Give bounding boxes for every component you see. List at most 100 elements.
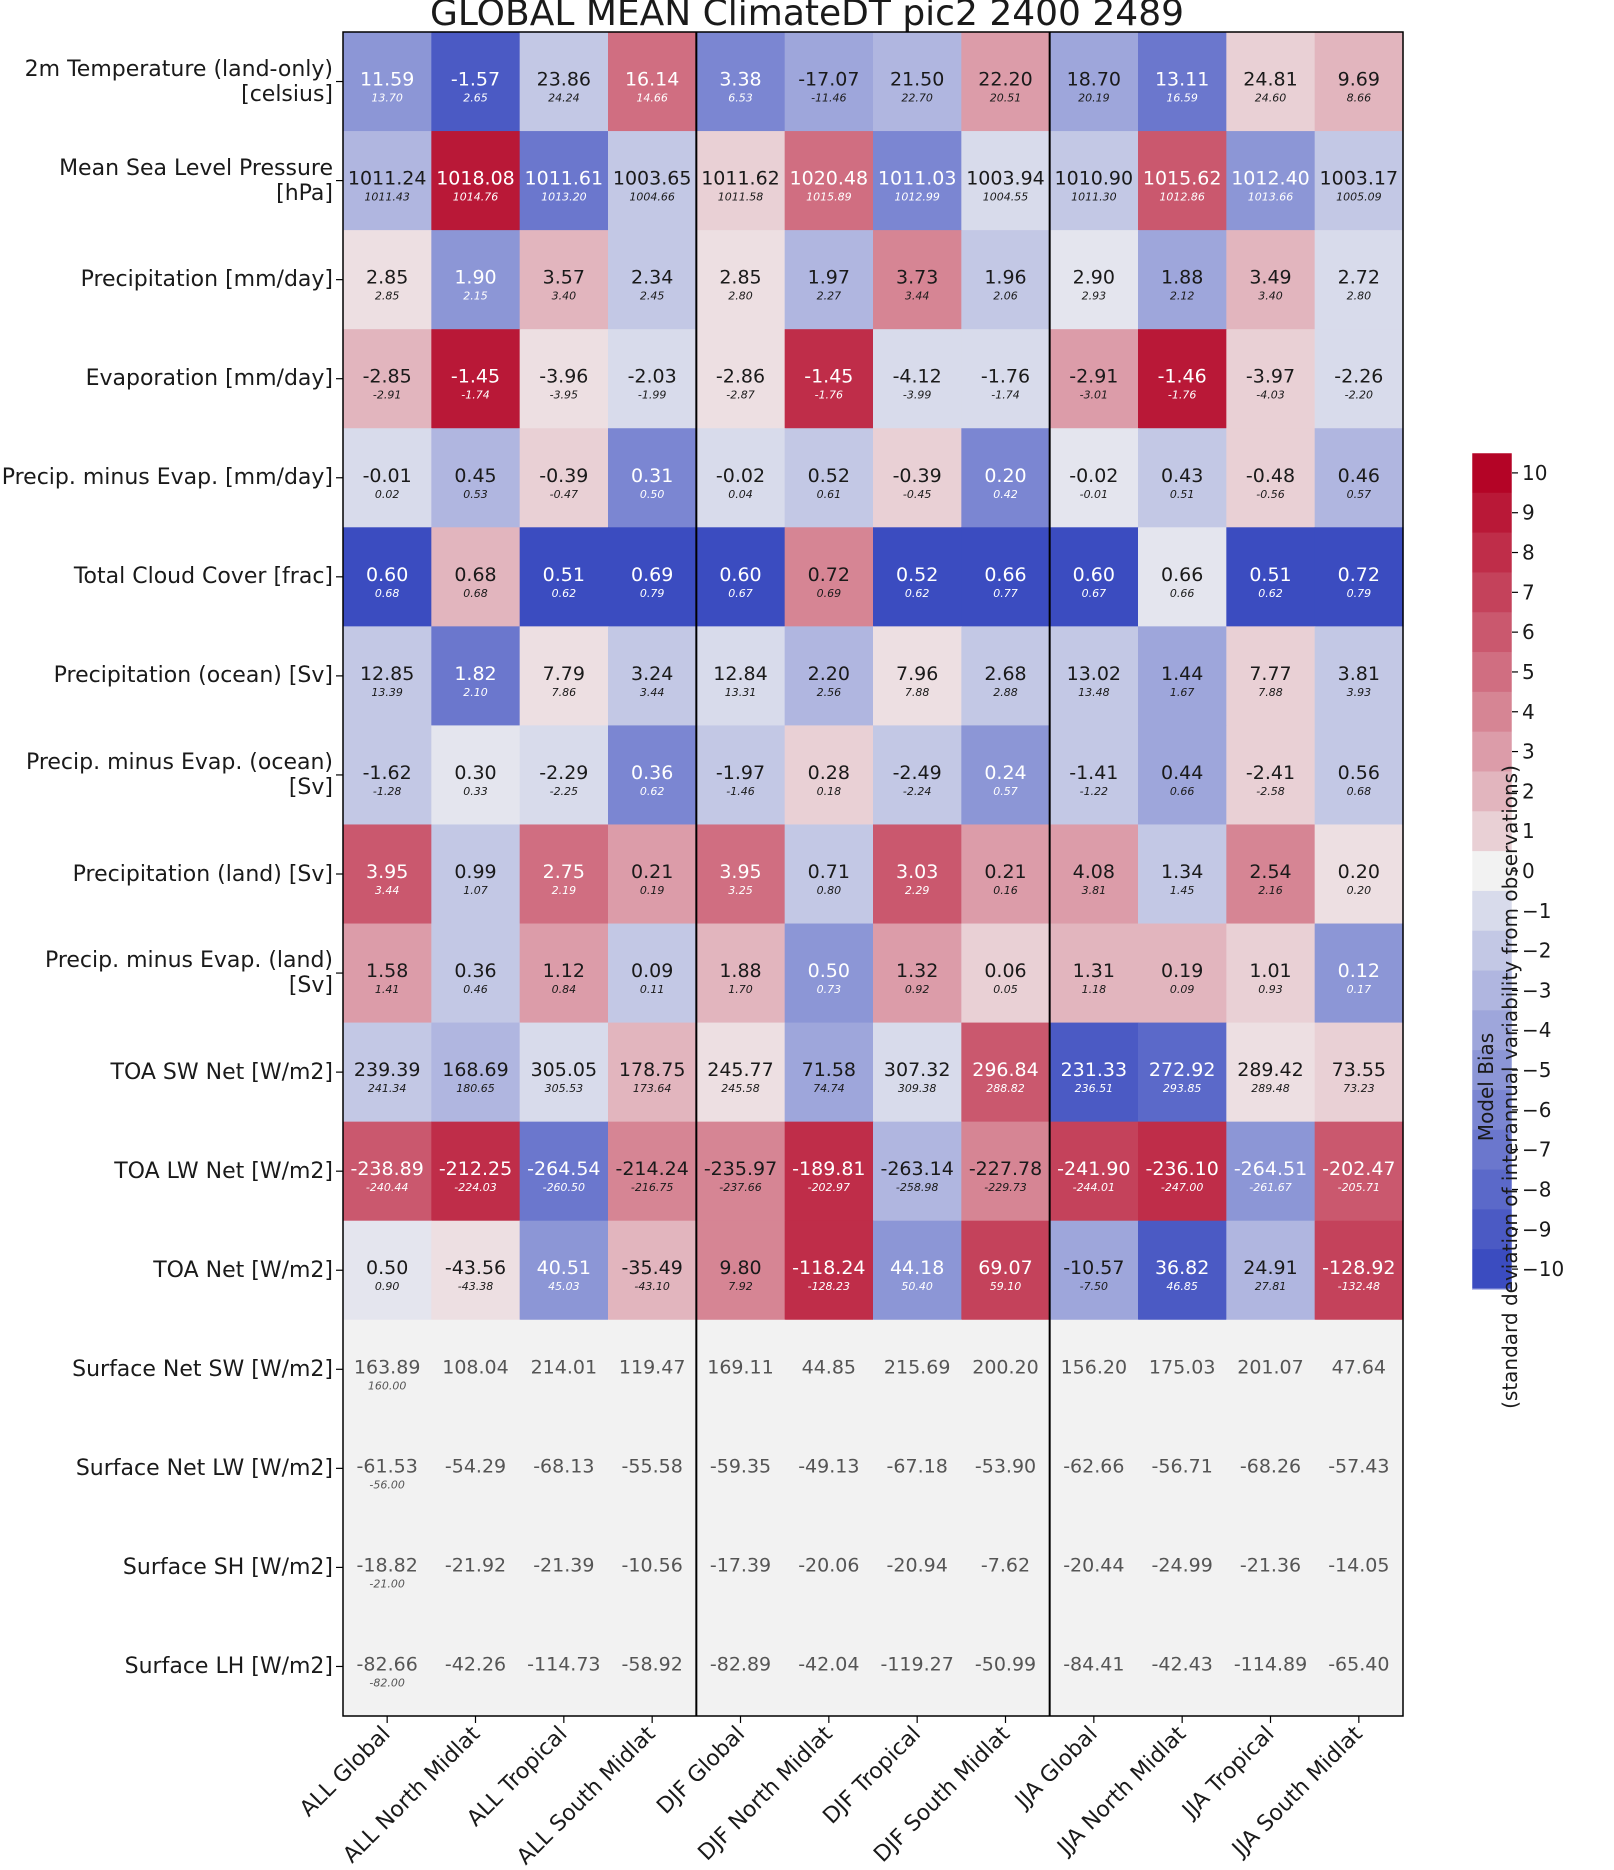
heatmap-cell (784, 1616, 874, 1717)
row-label-line: Precipitation [mm/day] (80, 267, 333, 293)
heatmap-cell (343, 1121, 432, 1222)
cell-value: -236.10 (1145, 1158, 1218, 1180)
heatmap-cell (1138, 329, 1227, 429)
cell-obs-value: 7.92 (728, 1280, 753, 1293)
heatmap-cell (1226, 626, 1316, 727)
cell-value: -17.39 (710, 1554, 771, 1576)
heatmap-cell (1314, 32, 1404, 132)
heatmap-cell (519, 329, 609, 429)
cell-obs-value: 309.38 (898, 1082, 937, 1095)
cell-value: 0.68 (454, 564, 496, 586)
heatmap-cell (431, 626, 521, 727)
heatmap-cell (431, 32, 521, 132)
cell-obs-value: 1.18 (1082, 983, 1107, 996)
heatmap-cell (1138, 428, 1227, 528)
heatmap-cell (873, 527, 962, 627)
cell-value: 1011.03 (878, 168, 957, 190)
heatmap-cell (1226, 1319, 1316, 1420)
cell-value: 4.08 (1073, 861, 1115, 883)
cell-value: 24.81 (1243, 69, 1297, 91)
cell-value: 0.21 (984, 861, 1026, 883)
cell-value: 3.95 (366, 861, 408, 883)
heatmap-cell (1138, 725, 1227, 826)
cell-value: 0.72 (808, 564, 850, 586)
cell-value: 0.36 (454, 960, 496, 982)
cell-obs-value: 20.19 (1078, 92, 1110, 105)
row-label: Evaporation [mm/day] (0, 366, 333, 391)
heatmap-cell (608, 1418, 697, 1519)
cell-value: -264.51 (1234, 1158, 1307, 1180)
cell-value: -2.91 (1069, 366, 1118, 388)
cell-value: 73.55 (1332, 1059, 1386, 1081)
heatmap-cell (784, 1022, 874, 1123)
row-label: Surface SH [W/m2] (0, 1555, 333, 1580)
cell-obs-value: -128.23 (808, 1280, 850, 1293)
colorbar-tick-label: −10 (1522, 1257, 1564, 1281)
heatmap-cell (431, 131, 521, 231)
cell-obs-value: 0.62 (1258, 587, 1283, 600)
heatmap-cell (343, 725, 432, 826)
cell-obs-value: 0.09 (1170, 983, 1195, 996)
row-label-line: Precip. minus Evap. (ocean) (25, 749, 333, 775)
cell-value: -50.99 (975, 1653, 1036, 1675)
heatmap-cell (873, 131, 962, 231)
row-label: Surface Net SW [W/m2] (0, 1357, 333, 1382)
cell-obs-value: 289.48 (1251, 1082, 1290, 1095)
cell-value: 231.33 (1061, 1059, 1127, 1081)
cell-obs-value: -229.73 (984, 1181, 1026, 1194)
cell-value: 3.73 (896, 267, 938, 289)
heatmap-cell (961, 1022, 1051, 1123)
cell-obs-value: 2.45 (640, 290, 665, 303)
heatmap-cell (696, 725, 786, 826)
heatmap-cell (1314, 824, 1404, 925)
heatmap-cell (873, 1517, 962, 1618)
cell-value: -0.01 (363, 465, 412, 487)
colorbar-segment (1472, 1169, 1512, 1210)
cell-obs-value: 1011.43 (364, 191, 410, 204)
cell-obs-value: 50.40 (901, 1280, 933, 1293)
heatmap-cell (1049, 32, 1139, 132)
cell-obs-value: -11.46 (811, 92, 846, 105)
cell-value: 1.96 (984, 267, 1026, 289)
heatmap-cell (873, 1121, 962, 1222)
heatmap-cell (784, 131, 874, 231)
cell-value: 2.85 (366, 267, 408, 289)
colorbar-segment (1472, 1089, 1512, 1131)
cell-value: 0.69 (631, 564, 673, 586)
heatmap-cell (608, 329, 697, 429)
cell-value: 16.14 (625, 69, 679, 91)
cell-value: -1.97 (716, 762, 765, 784)
heatmap-cell (1138, 1418, 1227, 1519)
cell-value: -82.89 (710, 1653, 771, 1675)
cell-value: -3.96 (539, 366, 588, 388)
cell-value: 0.60 (719, 564, 761, 586)
heatmap-cell (343, 923, 432, 1024)
colorbar-segment (1472, 652, 1512, 693)
cell-value: 3.95 (719, 861, 761, 883)
cell-value: -53.90 (975, 1455, 1036, 1477)
colorbar-tick-label: −9 (1522, 1217, 1551, 1241)
cell-value: -56.71 (1152, 1455, 1213, 1477)
colorbar-segment (1472, 851, 1512, 892)
cell-obs-value: 1012.86 (1159, 191, 1205, 204)
cell-value: 245.77 (707, 1059, 773, 1081)
cell-value: 0.51 (543, 564, 585, 586)
cell-obs-value: 1011.30 (1071, 191, 1117, 204)
cell-value: 296.84 (972, 1059, 1038, 1081)
cell-obs-value: 0.68 (375, 587, 400, 600)
cell-value: 1.34 (1161, 861, 1203, 883)
cell-obs-value: 2.80 (728, 290, 753, 303)
heatmap-cell (961, 131, 1051, 231)
cell-value: -49.13 (798, 1455, 859, 1477)
cell-value: -119.27 (880, 1653, 953, 1675)
heatmap-cell (608, 1319, 697, 1420)
heatmap-cell (784, 230, 874, 330)
heatmap-cell (519, 230, 609, 330)
cell-value: -238.89 (350, 1158, 423, 1180)
heatmap-cell (1314, 725, 1404, 826)
heatmap-cell (784, 428, 874, 528)
cell-value: 3.24 (631, 663, 673, 685)
heatmap-cell (519, 527, 609, 627)
heatmap-cell (1314, 923, 1404, 1024)
cell-obs-value: 0.73 (817, 983, 842, 996)
